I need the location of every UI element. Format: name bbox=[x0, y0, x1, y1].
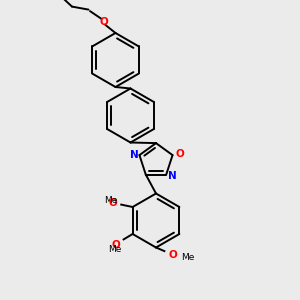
Text: Me: Me bbox=[104, 196, 118, 205]
Text: Me: Me bbox=[109, 244, 122, 253]
Text: O: O bbox=[168, 250, 177, 260]
Text: N: N bbox=[169, 171, 177, 181]
Text: O: O bbox=[99, 16, 108, 27]
Text: N: N bbox=[130, 150, 138, 160]
Text: O: O bbox=[112, 239, 121, 250]
Text: Me: Me bbox=[182, 253, 195, 262]
Text: O: O bbox=[109, 197, 118, 208]
Text: O: O bbox=[176, 148, 184, 159]
